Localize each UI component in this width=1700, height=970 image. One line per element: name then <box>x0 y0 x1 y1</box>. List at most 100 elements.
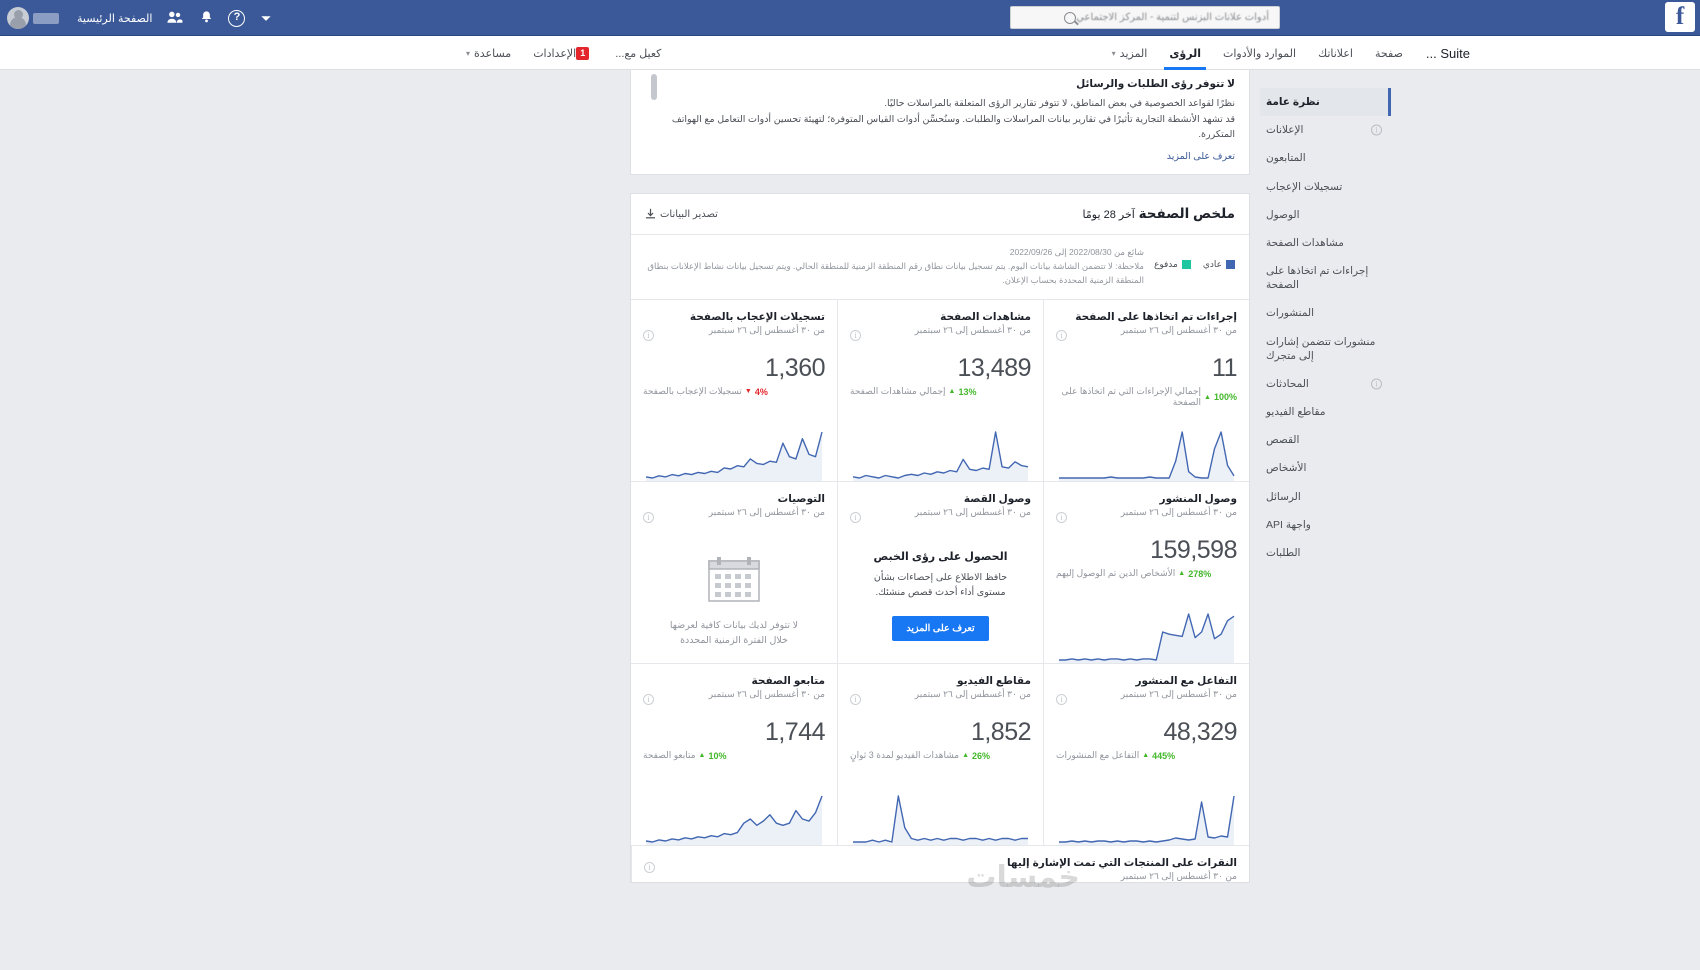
home-link[interactable]: الصفحة الرئيسية <box>77 12 153 25</box>
page-summary-panel: ملخص الصفحة آخر 28 يومًا تصدير البيانات <box>630 193 1250 884</box>
metric-card-post-reach[interactable]: وصول المنشور من ٣٠ أغسطس إلى ٢٦ سبتمبر i… <box>1043 482 1249 665</box>
avatar[interactable] <box>7 7 29 29</box>
metric-delta: 4% ▼ تسجيلات الإعجاب بالصفحة <box>643 386 825 397</box>
metric-delta: 13% ▲ إجمالي مشاهدات الصفحة <box>850 386 1031 397</box>
metric-delta-pct: 13% <box>958 386 977 397</box>
sparkline <box>850 425 1031 482</box>
sidebar-item-followers[interactable]: المتابعون <box>1260 144 1390 172</box>
export-data-button[interactable]: تصدير البيانات <box>645 208 718 220</box>
tab-resources-tools[interactable]: الموارد والأدوات <box>1223 47 1297 60</box>
scrollbar-thumb[interactable] <box>651 74 657 100</box>
metric-card-page-actions[interactable]: إجراءات تم اتخاذها على الصفحة من ٣٠ أغسط… <box>1043 300 1249 483</box>
info-icon[interactable]: i <box>1056 512 1067 524</box>
nav-bar: Suite ... صفحة اعلاناتك الموارد والأدوات… <box>0 36 1700 70</box>
metric-card-page-likes[interactable]: تسجيلات الإعجاب بالصفحة من ٣٠ أغسطس إلى … <box>631 300 837 483</box>
tab-page[interactable]: صفحة <box>1375 47 1403 60</box>
info-icon[interactable]: i <box>643 330 654 342</box>
suite-brand[interactable]: Suite ... <box>1425 45 1470 61</box>
tab-help[interactable]: مساعدة ▾ <box>455 36 522 70</box>
triangle-down-icon: ▼ <box>744 388 752 396</box>
caret-down-button[interactable] <box>252 0 280 36</box>
sidebar-item-api[interactable]: واجهة API <box>1260 511 1390 539</box>
sparkline <box>643 789 825 846</box>
info-icon[interactable]: i <box>643 512 654 524</box>
metric-range: من ٣٠ أغسطس إلى ٢٦ سبتمبر <box>1120 507 1237 518</box>
info-icon[interactable]: i <box>850 694 861 706</box>
triangle-up-icon: ▲ <box>962 752 970 760</box>
metric-title: وصول المنشور <box>1159 493 1237 506</box>
help-button[interactable]: ? <box>221 0 252 36</box>
panel-header: ملخص الصفحة آخر 28 يومًا تصدير البيانات <box>631 194 1249 236</box>
main-column: لا تتوفر رؤى الطلبات والرسائل نظرًا لقوا… <box>630 70 1250 884</box>
metric-title: التوصيات <box>777 493 825 506</box>
tab-settings[interactable]: 1 الإعدادات <box>522 36 604 70</box>
info-icon[interactable]: i <box>850 512 861 524</box>
sidebar-item-ads[interactable]: الإعلانات i <box>1260 116 1390 144</box>
info-icon[interactable]: i <box>850 330 861 342</box>
sidebar-item-posts[interactable]: المنشورات <box>1260 299 1390 327</box>
metric-delta-label: مشاهدات الفيديو لمدة 3 ثوانٍ <box>850 750 960 761</box>
tab-your-ads[interactable]: اعلاناتك <box>1318 47 1353 60</box>
metric-card-product-clicks[interactable]: النقرات على المنتجات التي تمت الإشارة إل… <box>631 846 1249 883</box>
sidebar-item-store-mentions[interactable]: منشورات تتضمن إشارات إلى متجرك <box>1260 328 1390 370</box>
metric-delta-pct: 278% <box>1188 568 1212 579</box>
tab-more[interactable]: المزيد ▾ <box>1101 36 1159 70</box>
info-icon[interactable]: i <box>644 862 655 874</box>
privacy-notice-card: لا تتوفر رؤى الطلبات والرسائل نظرًا لقوا… <box>630 70 1250 176</box>
metric-delta: 278% ▲ الأشخاص الذين تم الوصول إليهم <box>1056 568 1237 579</box>
triangle-up-icon: ▲ <box>1178 570 1186 578</box>
metric-delta-label: إجمالي الإجراءات التي تم اتخاذها على الص… <box>1061 386 1202 408</box>
metric-title: التفاعل مع المنشور <box>1135 675 1237 688</box>
tab-insights[interactable]: الرؤى <box>1158 36 1212 70</box>
legend-label-paid: مدفوع <box>1153 259 1178 270</box>
sidebar-item-reach[interactable]: الوصول <box>1260 201 1390 229</box>
chart-legend: عادي مدفوع <box>1154 245 1235 270</box>
insights-sidebar: نظرة عامة الإعلانات i المتابعون تسجيلات … <box>1260 88 1391 567</box>
sidebar-item-label: الرسائل <box>1266 490 1301 503</box>
metric-title: إجراءات تم اتخاذها على الصفحة <box>1075 311 1237 324</box>
tab-settings-label: الإعدادات <box>533 47 577 60</box>
metric-delta-pct: 10% <box>708 750 727 761</box>
search-input[interactable]: أدوات علانات البزنس لتنمية - المركز الاج… <box>1076 12 1269 23</box>
nav-secondary-tabs: كعيل مع... 1 الإعدادات مساعدة ▾ <box>455 36 672 70</box>
people-button[interactable] <box>159 0 190 36</box>
sidebar-item-page-views[interactable]: مشاهدات الصفحة <box>1260 229 1390 257</box>
sidebar-item-page-actions[interactable]: إجراءات تم اتخاذها على الصفحة <box>1260 257 1390 299</box>
sidebar-item-orders[interactable]: الطلبات <box>1260 539 1390 567</box>
info-icon[interactable]: i <box>643 694 654 706</box>
metric-card-page-followers[interactable]: متابعو الصفحة من ٣٠ أغسطس إلى ٢٦ سبتمبر … <box>631 664 837 847</box>
download-icon <box>646 208 655 219</box>
sidebar-item-overview[interactable]: نظرة عامة <box>1260 88 1391 117</box>
notifications-button[interactable] <box>190 0 221 36</box>
metric-range: من ٣٠ أغسطس إلى ٢٦ سبتمبر <box>1120 325 1237 336</box>
info-icon[interactable]: i <box>1056 694 1067 706</box>
sidebar-item-stories[interactable]: القصص <box>1260 426 1390 454</box>
tab-collaborate[interactable]: كعيل مع... <box>615 47 662 60</box>
sidebar-item-conversations[interactable]: المحادثات i <box>1260 370 1390 398</box>
sidebar-item-messages[interactable]: الرسائل <box>1260 483 1390 511</box>
learn-more-button[interactable]: تعرف على المزيد <box>892 616 989 642</box>
notice-body-line2: قد تشهد الأنشطة التجارية تأثيرًا في تقار… <box>671 113 1235 141</box>
metric-card-page-views[interactable]: مشاهدات الصفحة من ٣٠ أغسطس إلى ٢٦ سبتمبر… <box>837 300 1043 483</box>
account-chip[interactable] <box>0 0 70 36</box>
page-title: ملخص الصفحة <box>1138 206 1235 222</box>
metric-card-videos[interactable]: مقاطع الفيديو من ٣٠ أغسطس إلى ٢٦ سبتمبر … <box>837 664 1043 847</box>
metric-card-recommendations[interactable]: التوصيات من ٣٠ أغسطس إلى ٢٦ سبتمبر i <box>631 482 837 665</box>
metric-card-story-reach[interactable]: وصول القصة من ٣٠ أغسطس إلى ٢٦ سبتمبر i ا… <box>837 482 1043 665</box>
metric-title: وصول القصة <box>963 493 1031 506</box>
metric-card-post-engagement[interactable]: التفاعل مع المنشور من ٣٠ أغسطس إلى ٢٦ سب… <box>1043 664 1249 847</box>
sidebar-item-label: تسجيلات الإعجاب <box>1266 180 1343 193</box>
search-box[interactable]: أدوات علانات البزنس لتنمية - المركز الاج… <box>1010 6 1280 29</box>
info-icon[interactable]: i <box>1056 330 1067 342</box>
legend-swatch-paid <box>1181 260 1191 270</box>
notice-learn-more-link[interactable]: تعرف على المزيد <box>1166 151 1235 163</box>
sidebar-item-label: واجهة API <box>1266 518 1311 531</box>
sidebar-item-likes[interactable]: تسجيلات الإعجاب <box>1260 173 1390 201</box>
sidebar-item-videos[interactable]: مقاطع الفيديو <box>1260 398 1390 426</box>
triangle-up-icon: ▲ <box>1142 752 1150 760</box>
sidebar-item-people[interactable]: الأشخاص <box>1260 454 1390 482</box>
facebook-logo[interactable]: f <box>1665 2 1695 32</box>
metric-range: من ٣٠ أغسطس إلى ٢٦ سبتمبر <box>914 507 1031 518</box>
legend-label-organic: عادي <box>1202 259 1222 270</box>
legend-swatch-organic <box>1226 260 1235 270</box>
